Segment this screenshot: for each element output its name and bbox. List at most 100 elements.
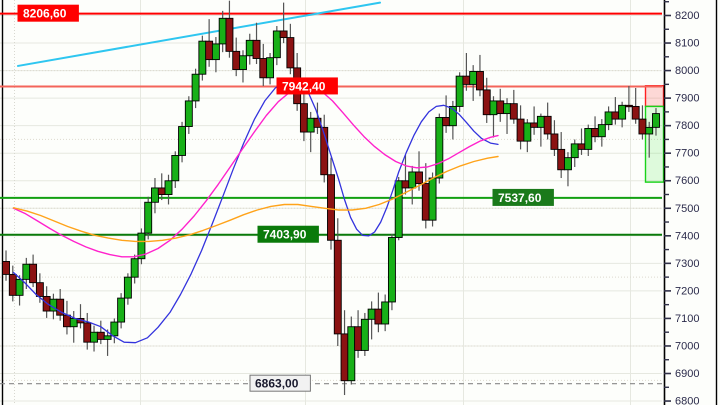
candle-body-up: [164, 180, 173, 196]
candle-body-down: [577, 143, 586, 150]
price-tag-resistance-major[interactable]: 8206,60: [17, 4, 79, 22]
highlight-risk-zone[interactable]: [644, 85, 665, 108]
candle: [2, 250, 10, 281]
price-tag-label: 6863,00: [255, 377, 299, 391]
candle-body-up: [218, 17, 227, 45]
candle-body-up: [469, 71, 478, 85]
ma-line-ma-slow-orange[interactable]: [12, 155, 499, 243]
candle: [266, 53, 275, 85]
candle-body-up: [347, 326, 356, 382]
candle: [509, 89, 518, 124]
candle: [327, 157, 335, 250]
axis-tick-label: 8000: [675, 65, 699, 77]
price-tag-box[interactable]: [492, 188, 554, 206]
candle-body-down: [421, 183, 430, 221]
candle: [130, 254, 139, 284]
candle: [360, 312, 369, 356]
candle-body-down: [631, 105, 640, 120]
axis-tick-label: 8100: [675, 38, 699, 50]
candle-body-down: [8, 273, 17, 296]
candle: [564, 152, 572, 187]
candle-body-down: [543, 115, 552, 135]
candle-body-up: [198, 40, 207, 75]
candle-body-up: [191, 73, 200, 102]
candle-body-up: [367, 308, 376, 320]
candle-body-down: [286, 37, 295, 69]
candle-body-down: [611, 111, 620, 120]
candle-body-down: [401, 180, 410, 189]
candle: [184, 96, 193, 134]
candle: [550, 120, 559, 156]
candle: [191, 68, 200, 109]
trendline-ascending-trendline[interactable]: [17, 1, 381, 67]
candle: [103, 329, 112, 356]
price-tag-resistance-minor[interactable]: 7942,40: [276, 77, 338, 95]
trendline-layer: [17, 1, 381, 67]
axis-tick-label: 7400: [675, 230, 699, 242]
candle: [29, 254, 38, 288]
candle-body-down: [333, 239, 342, 335]
candle: [631, 87, 640, 124]
candle-body-down: [157, 187, 166, 196]
candle-body-down: [299, 103, 308, 133]
candle-body-down: [374, 308, 383, 325]
axis-tick-label: 7600: [675, 175, 699, 187]
price-level-tags[interactable]: 8206,60 7942,40 7537,60 7403,90 6863,00: [17, 4, 554, 392]
candle-body-up: [211, 43, 220, 61]
candle-body-up: [151, 187, 159, 203]
candle: [164, 174, 173, 205]
price-tag-box[interactable]: [276, 77, 338, 95]
candle-body-up: [584, 128, 593, 150]
price-tag-support-major[interactable]: 7403,90: [257, 225, 319, 243]
axis-tick-label: 7100: [675, 313, 699, 325]
candle-body-up: [137, 232, 146, 260]
axis-tick-label: 6900: [675, 368, 699, 380]
candle: [652, 108, 660, 136]
candle-body-up: [245, 39, 254, 57]
candle-body-up: [618, 104, 627, 120]
candle-body-down: [557, 148, 566, 171]
candle: [320, 114, 329, 183]
candle-body-down: [530, 122, 539, 128]
ma-line-ma-mid-magenta[interactable]: [12, 85, 499, 258]
candle-body-up: [448, 105, 457, 127]
candle-body-up: [184, 100, 193, 127]
candle: [225, 0, 234, 58]
candle: [435, 113, 444, 184]
candle-body-up: [22, 263, 31, 280]
price-tag-label: 7537,60: [498, 191, 542, 205]
candle-body-up: [503, 103, 511, 115]
candle-body-down: [252, 39, 261, 59]
candle-body-down: [56, 298, 65, 316]
candle: [110, 318, 119, 344]
candle-body-down: [591, 128, 599, 138]
price-tag-box[interactable]: [257, 225, 319, 243]
price-tag-support-minor[interactable]: 7537,60: [492, 188, 554, 206]
candle: [239, 50, 247, 83]
candle: [144, 196, 153, 240]
price-tag-box[interactable]: [249, 374, 311, 392]
candle-body-up: [144, 201, 153, 234]
candle-body-down: [63, 314, 71, 328]
price-tag-low-marker[interactable]: 6863,00: [249, 374, 311, 392]
candle-body-up: [652, 113, 660, 128]
candle: [381, 294, 390, 332]
candle-body-up: [171, 154, 180, 182]
candlestick-series: [2, 0, 660, 396]
axis-tick-label: 7700: [675, 148, 699, 160]
candle-body-up: [604, 111, 613, 126]
candle-body-up: [123, 276, 132, 299]
candle-body-down: [638, 118, 647, 135]
price-axis[interactable]: 8200 8100 8000 7900 7800 7700 7600 7500 7400 7300…: [663, 0, 718, 405]
candle-body-up: [272, 30, 281, 59]
candle-body-down: [509, 103, 518, 120]
candle-body-down: [259, 58, 268, 79]
price-tag-box[interactable]: [17, 4, 79, 22]
candle-body-down: [320, 126, 329, 176]
candle: [211, 37, 220, 73]
candle: [618, 101, 627, 128]
candle: [428, 172, 437, 227]
candle: [279, 2, 288, 44]
